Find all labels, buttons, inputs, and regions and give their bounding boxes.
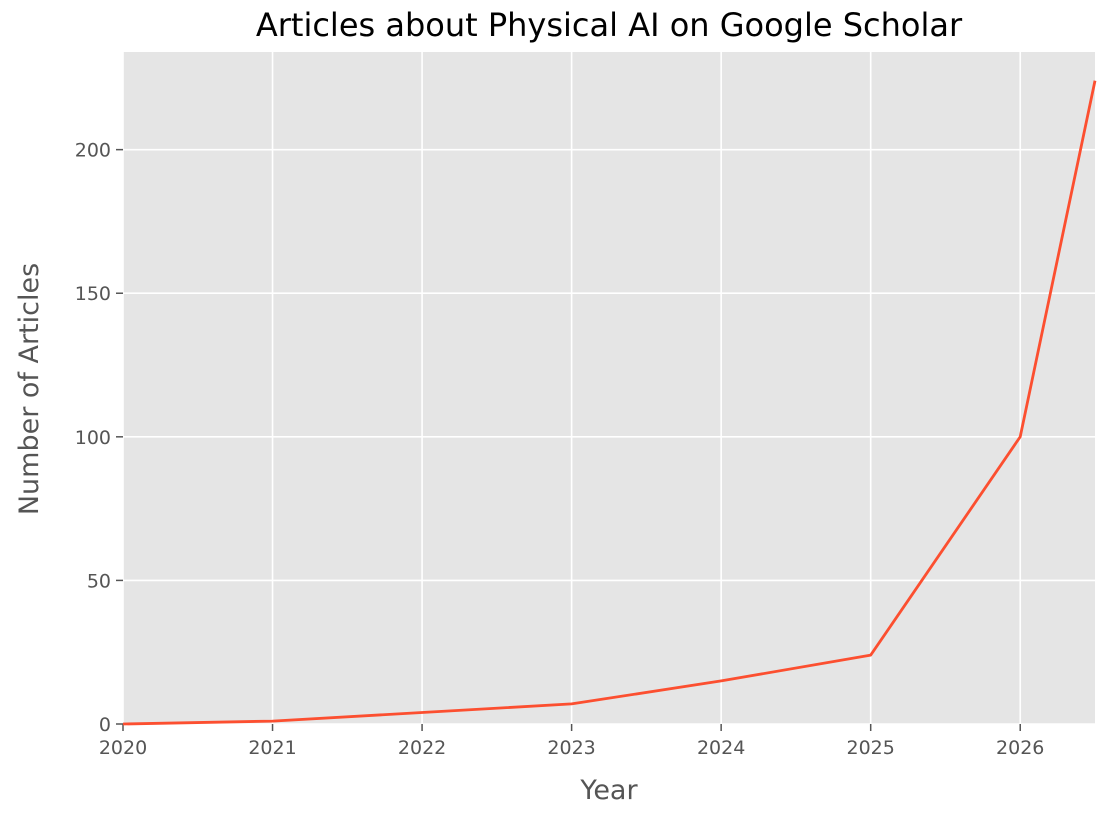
x-axis-ticks: 2020 2021 2022 2023 2024 2025 2026 [99,724,1045,759]
plot-area [123,52,1095,724]
x-tick-label: 2022 [398,737,446,759]
y-tick-label: 0 [99,714,111,736]
y-tick-label: 150 [75,283,111,305]
x-axis-label: Year [579,775,638,806]
y-tick-label: 200 [75,140,111,162]
x-tick-label: 2024 [697,737,745,759]
x-tick-label: 2025 [847,737,895,759]
x-tick-label: 2021 [248,737,296,759]
chart-title: Articles about Physical AI on Google Sch… [256,6,963,44]
x-tick-label: 2020 [99,737,147,759]
y-axis-ticks: 0 50 100 150 200 [75,140,123,736]
y-tick-label: 50 [87,570,111,592]
x-tick-label: 2023 [547,737,595,759]
x-tick-label: 2026 [996,737,1044,759]
y-tick-label: 100 [75,427,111,449]
y-axis-label: Number of Articles [14,263,45,515]
